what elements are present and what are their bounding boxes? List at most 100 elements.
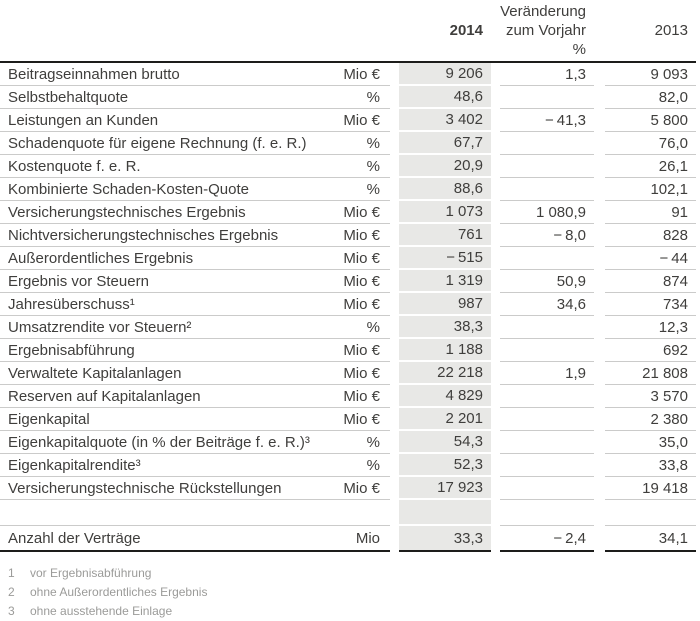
footnote: 2 ohne Außerordentliches Ergebnis [8, 583, 700, 602]
value-2014: 9 206 [445, 65, 483, 82]
footnote: 1 vor Ergebnisabführung [8, 564, 700, 583]
cell-2014: 88,6 [399, 178, 491, 201]
table-row: Jahresüberschuss¹ Mio € 987 34,6 734 [0, 293, 696, 316]
row-label: Kombinierte Schaden-Kosten-Quote [8, 180, 249, 198]
table-row: Ergebnisabführung Mio € 1 188 692 [0, 339, 696, 362]
cell-2013: 828 [605, 224, 696, 247]
cell-labelunit: Leistungen an Kunden Mio € [0, 109, 390, 132]
value-2013: 692 [662, 341, 688, 359]
cell-labelunit: Eigenkapitalquote (in % der Beiträge f. … [0, 431, 390, 454]
table-row: Versicherungstechnisches Ergebnis Mio € 1 … [0, 201, 696, 224]
cell-2014: 2 201 [399, 408, 491, 431]
cell-change [500, 454, 594, 477]
cell-2013: 12,3 [605, 316, 696, 339]
cell-2014: 22 218 [399, 362, 491, 385]
row-label: Kostenquote f. e. R. [8, 157, 141, 175]
cell-2014: 52,3 [399, 454, 491, 477]
value-2014: 22 218 [437, 364, 483, 381]
column-header-2013-label: 2013 [654, 22, 688, 39]
row-label: Nichtversicherungstechnisches Ergebnis [8, 226, 279, 244]
row-label: Selbstbehaltquote [8, 88, 129, 106]
value-2013: 26,1 [658, 157, 688, 175]
table-row: Kombinierte Schaden-Kosten-Quote% 88,6 102… [0, 178, 696, 201]
value-2013: 3 570 [650, 387, 688, 405]
cell-labelunit: Außerordentliches Ergebnis Mio € [0, 247, 390, 270]
value-2013: 76,0 [658, 134, 688, 152]
table-row: Umsatzrendite vor Steuern²% 38,3 12,3 [0, 316, 696, 339]
table-spacer-row [0, 500, 696, 526]
value-2013: 21 808 [642, 364, 688, 382]
row-label: Eigenkapitalrendite³ [8, 456, 141, 474]
value-change: − 8,0 [553, 226, 586, 244]
column-header-2014-label: 2014 [449, 22, 483, 39]
value-2014: 20,9 [453, 157, 483, 174]
footnotes: 1 vor Ergebnisabführung 2 ohne Außerordentl… [0, 564, 700, 621]
cell-change: 1,9 [500, 362, 594, 385]
value-2013: 9 093 [650, 65, 688, 83]
table-row: Leistungen an Kunden Mio € 3 402 − 41,3 5 80… [0, 109, 696, 132]
value-2014: 52,3 [453, 456, 483, 473]
value-2014: 3 402 [445, 111, 483, 128]
cell-2013: 5 800 [605, 109, 696, 132]
value-2014: 88,6 [453, 180, 483, 197]
value-change: 1,3 [565, 65, 586, 83]
cell-2014: 9 206 [399, 63, 491, 86]
value-change: 1,9 [565, 364, 586, 382]
column-header-change-line3: % [572, 41, 586, 58]
cell-2014: 1 188 [399, 339, 491, 362]
footnote-number: 3 [8, 604, 15, 618]
cell-change [500, 477, 594, 500]
value-2014: 1 188 [445, 341, 483, 358]
row-label: Ergebnisabführung [8, 341, 135, 359]
footnote-number: 2 [8, 585, 15, 599]
value-2014: 987 [457, 295, 483, 312]
footnote-text: vor Ergebnisabführung [30, 566, 152, 580]
value-2013: 102,1 [650, 180, 688, 198]
cell-labelunit: Kostenquote f. e. R.% [0, 155, 390, 178]
value-2014: 1 319 [445, 272, 483, 289]
footnote: 3 ohne ausstehende Einlage [8, 602, 700, 621]
cell-change [500, 155, 594, 178]
cell-2013: 874 [605, 270, 696, 293]
footnote-text: ohne Außerordentliches Ergebnis [30, 585, 208, 599]
cell-change [500, 431, 594, 454]
column-header-2014: 2014 [399, 2, 491, 61]
value-2014: 38,3 [453, 318, 483, 335]
cell-2014: 1 319 [399, 270, 491, 293]
cell-2013: 692 [605, 339, 696, 362]
cell-labelunit: Beitragseinnahmen brutto Mio € [0, 63, 390, 86]
cell-2014: − 515 [399, 247, 491, 270]
cell-2014 [399, 500, 491, 526]
cell-change: 1 080,9 [500, 201, 594, 224]
cell-labelunit: Eigenkapital Mio € [0, 408, 390, 431]
row-unit: % [366, 318, 380, 336]
row-label: Eigenkapital [8, 410, 90, 428]
table-body: Beitragseinnahmen brutto Mio € 9 206 1,3 9 0… [0, 63, 696, 552]
value-2013: 5 800 [650, 111, 688, 129]
table-row: Eigenkapitalquote (in % der Beiträge f. … [0, 431, 696, 454]
value-2014: 4 829 [445, 387, 483, 404]
row-label: Reserven auf Kapitalanlagen [8, 387, 201, 405]
row-label: Anzahl der Verträge [8, 529, 141, 547]
column-header-2013: 2013 [605, 2, 696, 61]
value-2013: 874 [662, 272, 688, 290]
column-header-change-line2: zum Vorjahr [505, 22, 586, 39]
row-label: Schadenquote für eigene Rechnung (f. e. … [8, 134, 307, 152]
cell-2013: 734 [605, 293, 696, 316]
value-2013: 82,0 [658, 88, 688, 106]
footnote-text: ohne ausstehende Einlage [30, 604, 173, 618]
row-unit: Mio € [343, 203, 380, 221]
table-row: Kostenquote f. e. R.% 20,9 26,1 [0, 155, 696, 178]
value-change: 34,6 [556, 295, 586, 313]
cell-labelunit: Selbstbehaltquote% [0, 86, 390, 109]
value-2013: 34,1 [658, 529, 688, 547]
cell-labelunit: Anzahl der Verträge Mio [0, 526, 390, 552]
row-label: Versicherungstechnisches Ergebnis [8, 203, 246, 221]
cell-2013 [605, 500, 696, 526]
row-label: Umsatzrendite vor Steuern² [8, 318, 192, 336]
value-2013: 19 418 [642, 479, 688, 497]
row-label: Versicherungstechnische Rückstellungen [8, 479, 282, 497]
value-2013: 33,8 [658, 456, 688, 474]
row-unit: Mio € [343, 295, 380, 313]
key-figures-table: 2014 Veränderung zum Vorjahr % 2013 Beit… [0, 2, 696, 552]
